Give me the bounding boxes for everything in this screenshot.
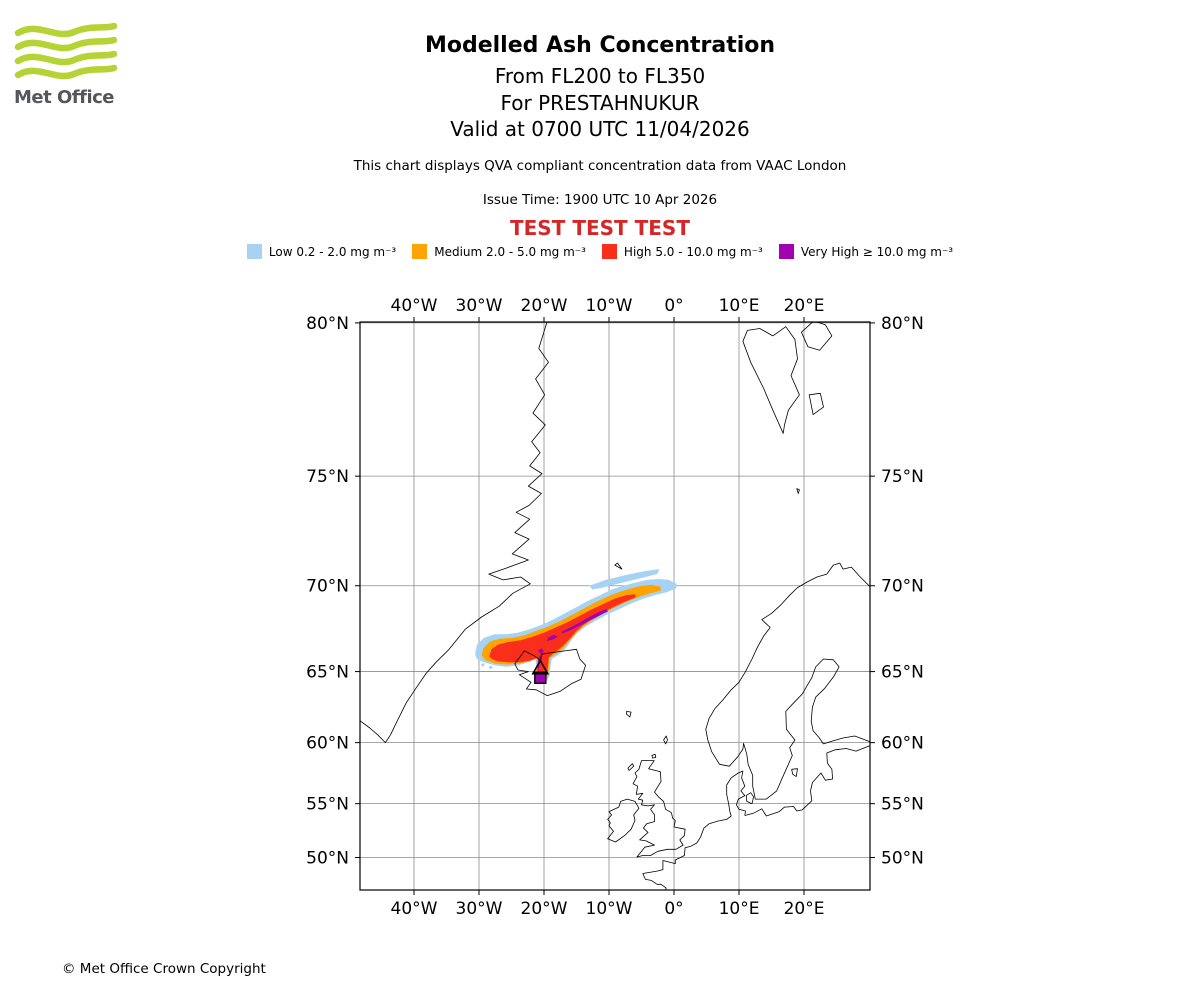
ash-plume xyxy=(475,569,677,683)
logo-brand: Met Office xyxy=(14,87,115,108)
page-title: Modelled Ash Concentration xyxy=(424,33,776,58)
map: 40°W 40°W 30°W 30°W 20°W 20°W 10°W 10°W 0° 0° 10°E… xyxy=(290,288,950,943)
volcano-marker xyxy=(531,659,550,684)
legend-item: Medium 2.0 - 5.0 mg m⁻³ xyxy=(412,244,586,259)
legend-row: Low 0.2 - 2.0 mg m⁻³ Medium 2.0 - 5.0 mg … xyxy=(0,244,1200,259)
qva-note: This chart displays QVA compliant concen… xyxy=(353,158,847,174)
plume-low xyxy=(481,663,485,667)
map-frame xyxy=(359,321,871,891)
coast-orkney xyxy=(651,753,657,759)
coast-continental-europe xyxy=(642,770,746,890)
met-office-logo: Met Office xyxy=(14,20,134,108)
lon-label-bottom: 20°E xyxy=(784,899,825,919)
lat-label-left: 55°N xyxy=(306,795,349,815)
issue-time: Issue Time: 1900 UTC 10 Apr 2026 xyxy=(482,192,718,208)
lat-label-right: 50°N xyxy=(881,848,924,868)
logo-waves-icon xyxy=(14,22,118,80)
copyright: © Met Office Crown Copyright xyxy=(62,961,266,977)
lon-label-top: 10°W xyxy=(586,296,633,316)
coast-iceland xyxy=(514,648,586,696)
coast-zealand xyxy=(745,792,754,805)
legend-swatch xyxy=(246,244,262,259)
lon-label-bottom: 0° xyxy=(664,899,683,919)
axis-ticks xyxy=(355,317,875,895)
valid-time-line: Valid at 0700 UTC 11/04/2026 xyxy=(450,117,750,141)
coast-jan-mayen xyxy=(614,562,623,570)
lat-label-left: 80°N xyxy=(306,314,349,334)
map-canvas: 40°W 40°W 30°W 30°W 20°W 20°W 10°W 10°W 0° 0° 10°E… xyxy=(306,296,924,919)
plume-very_high xyxy=(561,609,609,634)
plume-low xyxy=(488,665,493,670)
coast-great-britain xyxy=(632,760,686,858)
axis-labels: 40°W 40°W 30°W 30°W 20°W 20°W 10°W 10°W 0° 0° 10°E… xyxy=(306,296,924,919)
coast-greenland xyxy=(360,322,549,743)
coast-baltic-south-coast xyxy=(744,745,870,817)
coast-gotland xyxy=(791,768,798,777)
legend-swatch xyxy=(601,244,617,259)
lon-label-top: 20°E xyxy=(784,296,825,316)
coast-svalbard-edgeoya xyxy=(808,392,824,415)
coast-ireland xyxy=(607,798,640,843)
legend-swatch xyxy=(778,244,794,259)
plume-high xyxy=(489,594,636,681)
lon-label-bottom: 40°W xyxy=(391,899,438,919)
lat-label-left: 65°N xyxy=(306,663,349,683)
legend-swatch xyxy=(412,244,428,259)
coast-svalbard-nordaustlandet xyxy=(801,322,833,351)
lon-label-top: 20°W xyxy=(521,296,568,316)
legend-label: Medium 2.0 - 5.0 mg m⁻³ xyxy=(434,244,586,259)
coast-svalbard-spitsbergen xyxy=(742,326,800,434)
lon-label-top: 30°W xyxy=(456,296,503,316)
lon-label-bottom: 30°W xyxy=(456,899,503,919)
flight-levels-line: From FL200 to FL350 xyxy=(494,64,706,88)
lat-label-left: 70°N xyxy=(306,577,349,597)
coast-scandinavia xyxy=(705,562,870,800)
lon-label-bottom: 10°E xyxy=(719,899,760,919)
graticule xyxy=(360,322,870,890)
volcano-source-square xyxy=(534,671,547,684)
lon-label-top: 10°E xyxy=(719,296,760,316)
plume-low xyxy=(589,569,660,590)
map-plot-area: 40°W 40°W 30°W 30°W 20°W 20°W 10°W 10°W 0° 0° 10°E… xyxy=(306,296,924,919)
legend-item: High 5.0 - 10.0 mg m⁻³ xyxy=(601,244,763,259)
coast-shetland xyxy=(663,735,668,745)
lat-label-right: 75°N xyxy=(881,467,924,487)
lon-label-top: 40°W xyxy=(391,296,438,316)
legend-item: Low 0.2 - 2.0 mg m⁻³ xyxy=(246,244,397,259)
legend-label: Very High ≥ 10.0 mg m⁻³ xyxy=(800,244,954,259)
lon-label-bottom: 10°W xyxy=(586,899,633,919)
volcano-triangle-icon xyxy=(531,659,550,675)
lat-label-right: 80°N xyxy=(881,314,924,334)
lon-label-top: 0° xyxy=(664,296,683,316)
lon-label-bottom: 20°W xyxy=(521,899,568,919)
plume-very_high xyxy=(546,634,558,642)
volcano-name-line: For PRESTAHNUKUR xyxy=(500,91,700,115)
test-banner: TEST TEST TEST xyxy=(510,216,690,240)
lat-label-right: 55°N xyxy=(881,795,924,815)
lat-label-left: 75°N xyxy=(306,467,349,487)
plume-very_high xyxy=(538,648,544,654)
legend-item: Very High ≥ 10.0 mg m⁻³ xyxy=(778,244,954,259)
legend-label: Low 0.2 - 2.0 mg m⁻³ xyxy=(268,244,397,259)
coast-faroe-islands xyxy=(626,711,632,718)
lat-label-left: 50°N xyxy=(306,848,349,868)
coastlines xyxy=(360,322,870,890)
lat-label-right: 70°N xyxy=(881,577,924,597)
lat-label-right: 65°N xyxy=(881,663,924,683)
coast-hebrides xyxy=(627,763,635,771)
coast-bear-island xyxy=(796,488,800,494)
lat-label-right: 60°N xyxy=(881,734,924,754)
lat-label-left: 60°N xyxy=(306,734,349,754)
legend-label: High 5.0 - 10.0 mg m⁻³ xyxy=(623,244,763,259)
